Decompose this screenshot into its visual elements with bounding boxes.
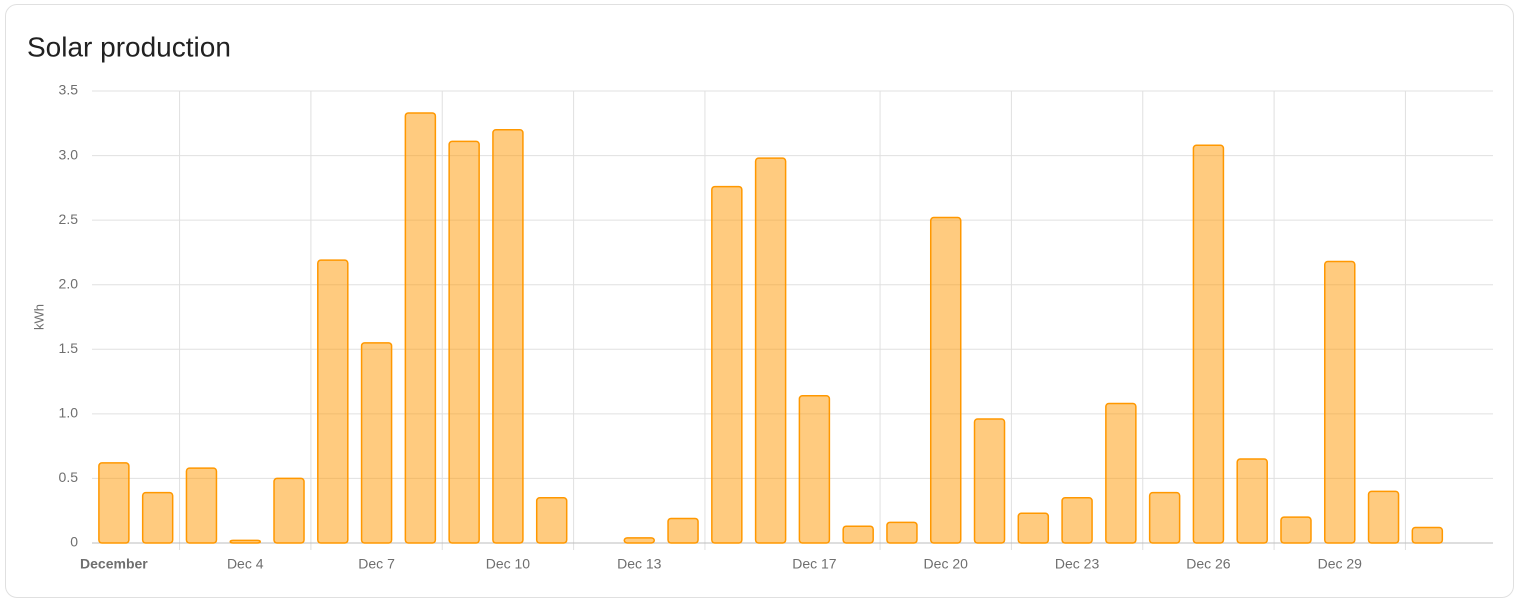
bar <box>1324 260 1356 544</box>
bar <box>360 342 393 544</box>
bar <box>1061 497 1093 544</box>
bar <box>1411 526 1444 544</box>
x-tick-label: Dec 7 <box>358 556 395 572</box>
x-tick-label: Dec 10 <box>486 556 531 572</box>
bar <box>886 521 918 544</box>
bar <box>754 157 787 544</box>
y-tick-label: 2.5 <box>59 211 79 227</box>
bar <box>492 128 524 544</box>
y-tick-label: 1.5 <box>59 340 79 356</box>
bar <box>1236 458 1268 544</box>
bar <box>98 462 130 544</box>
bar <box>141 491 174 544</box>
x-tick-label: Dec 26 <box>1186 556 1231 572</box>
x-tick-label: Dec 29 <box>1318 556 1363 572</box>
y-tick-label: 0 <box>70 534 78 550</box>
bar <box>317 259 349 544</box>
y-tick-label: 3.5 <box>59 82 79 98</box>
bar <box>1148 491 1181 544</box>
x-tick-label: Dec 13 <box>617 556 662 572</box>
bar <box>929 216 962 544</box>
y-tick-label: 0.5 <box>59 469 79 485</box>
card <box>5 4 1514 598</box>
bar <box>1280 516 1312 544</box>
bar <box>448 140 480 544</box>
bar <box>1105 402 1137 544</box>
y-tick-label: 1.0 <box>59 405 79 421</box>
bar <box>185 467 218 544</box>
x-tick-label: Dec 4 <box>227 556 264 572</box>
y-tick-label: 2.0 <box>59 275 79 291</box>
y-axis-label: kWh <box>31 304 46 330</box>
bar <box>623 537 656 544</box>
bar <box>273 477 305 544</box>
bar <box>404 112 437 544</box>
bar <box>842 525 874 544</box>
x-tick-label: Dec 20 <box>924 556 969 572</box>
x-tick-label: December <box>80 556 148 572</box>
bar <box>798 395 831 544</box>
bar <box>711 185 743 544</box>
y-tick-label: 3.0 <box>59 146 79 162</box>
chart-title: Solar production <box>27 31 231 62</box>
bar <box>973 418 1006 544</box>
bar <box>229 539 261 544</box>
bar <box>667 517 699 544</box>
x-tick-label: Dec 17 <box>792 556 837 572</box>
bar <box>535 497 568 544</box>
bar <box>1192 144 1225 544</box>
x-tick-label: Dec 23 <box>1055 556 1100 572</box>
bar <box>1017 512 1050 544</box>
bar <box>1367 490 1400 544</box>
